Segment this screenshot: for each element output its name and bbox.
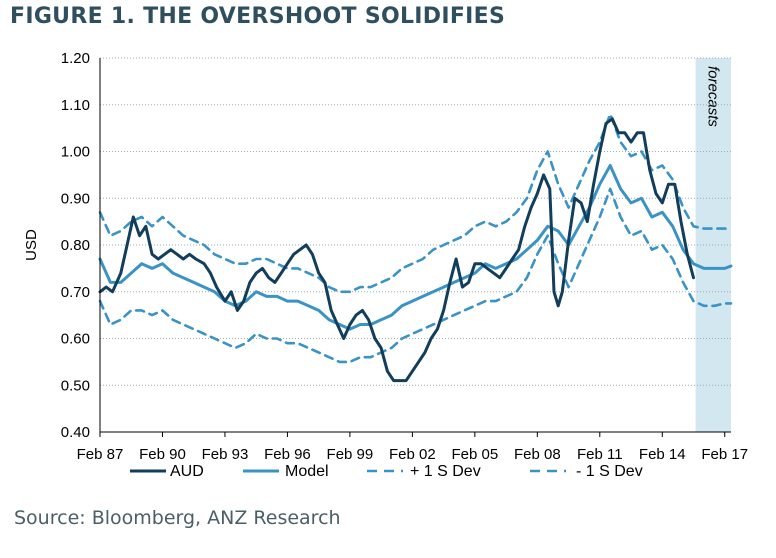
legend-label-2: Model: [285, 463, 329, 480]
y-tick-label: 0.90: [61, 190, 90, 207]
x-tick-label: Feb 96: [264, 446, 311, 463]
y-tick-label: 1.00: [61, 144, 90, 161]
series-line-3: [98, 112, 733, 294]
x-tick-label: Feb 93: [202, 446, 249, 463]
grid-lines: [100, 57, 731, 386]
axes: 0.40 0.50 0.60 0.70 0.80 0.90 1.00 1.10 1.20 Feb …: [23, 50, 748, 463]
forecast-label: forecasts: [705, 66, 722, 127]
series-line-2: [98, 164, 733, 331]
x-tick-label: Feb 17: [701, 446, 748, 463]
series-line-1: [98, 117, 695, 383]
y-tick-label: 0.50: [61, 377, 90, 394]
x-tick-label: Feb 08: [514, 446, 561, 463]
series-line-4: [98, 187, 733, 364]
x-tick-label: Feb 02: [389, 446, 436, 463]
y-axis-label: USD: [23, 229, 40, 261]
legend-label-4: - 1 S Dev: [576, 463, 643, 480]
series-lines: [98, 112, 733, 383]
legend: AUD Model + 1 S Dev - 1 S Dev: [130, 463, 643, 480]
y-tick-label: 0.40: [61, 424, 90, 441]
x-tick-label: Feb 87: [77, 446, 124, 463]
y-tick-label: 1.10: [61, 97, 90, 114]
x-tick-label: Feb 14: [639, 446, 686, 463]
x-tick-label: Feb 11: [577, 446, 623, 463]
x-tick-label: Feb 90: [139, 446, 186, 463]
source-note: Source: Bloomberg, ANZ Research: [14, 507, 341, 529]
x-tick-label: Feb 05: [451, 446, 498, 463]
legend-label-1: AUD: [170, 463, 204, 480]
legend-label-3: + 1 S Dev: [410, 463, 481, 480]
line-chart: forecasts 0.40 0.50 0.60 0.70 0.80 0.90 1.00 1.…: [23, 50, 748, 480]
y-tick-label: 0.70: [61, 284, 90, 301]
x-tick-label: Feb 99: [327, 446, 374, 463]
y-tick-label: 1.20: [61, 50, 90, 67]
forecast-region: forecasts: [695, 58, 731, 432]
y-tick-label: 0.60: [61, 331, 90, 348]
forecast-shade: [695, 58, 731, 432]
figure-title: FIGURE 1. THE OVERSHOOT SOLIDIFIES: [10, 4, 506, 29]
y-tick-label: 0.80: [61, 237, 90, 254]
